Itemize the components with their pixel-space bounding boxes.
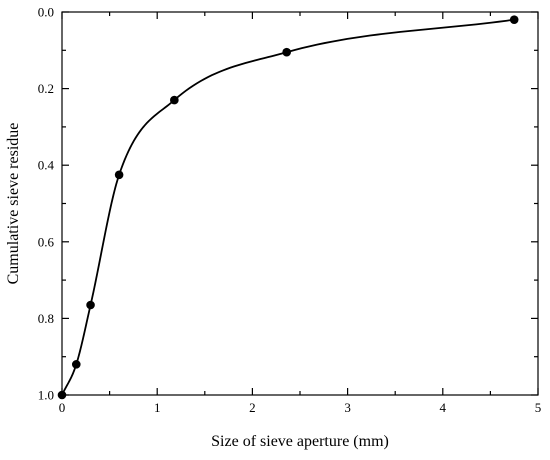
data-point: [282, 47, 291, 57]
x-tick-label: 3: [344, 400, 351, 415]
axis-tick-labels: 0 1 2 3 4 5 0.0 0.2 0.4 0.6 0.8 1.0: [38, 5, 542, 416]
y-tick-label: 1.0: [38, 388, 54, 403]
y-tick-label: 0.8: [38, 311, 54, 326]
y-tick-label: 0.2: [38, 81, 54, 96]
y-tick-label: 0.4: [38, 158, 55, 173]
axis-ticks: [61, 11, 539, 396]
x-tick-label: 1: [154, 400, 161, 415]
data-points: [57, 15, 519, 400]
plot-frame: [61, 11, 539, 396]
y-tick-label: 0.6: [38, 234, 55, 249]
data-point: [71, 360, 81, 369]
data-point: [170, 95, 179, 105]
y-axis-label: Cumulative sieve residue: [5, 123, 22, 285]
y-tick-label: 0.0: [38, 5, 54, 20]
x-tick-label: 2: [249, 400, 256, 415]
data-point: [509, 15, 519, 24]
data-point: [86, 300, 95, 310]
x-tick-label: 4: [440, 400, 447, 415]
x-tick-label: 5: [535, 400, 542, 415]
data-point: [57, 390, 67, 400]
x-axis-label: Size of sieve aperture (mm): [211, 433, 389, 450]
x-tick-label: 0: [59, 400, 66, 415]
series-line: [61, 18, 515, 396]
data-point: [114, 170, 124, 180]
